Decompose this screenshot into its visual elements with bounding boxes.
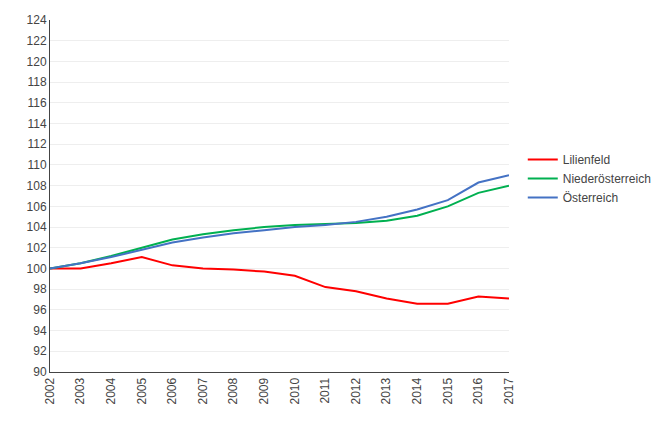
svg-text:2005: 2005 xyxy=(135,377,149,404)
svg-text:104: 104 xyxy=(27,220,47,234)
svg-text:94: 94 xyxy=(33,324,47,338)
svg-text:90: 90 xyxy=(33,365,47,379)
svg-text:106: 106 xyxy=(27,200,47,214)
svg-text:2006: 2006 xyxy=(165,377,179,404)
svg-text:108: 108 xyxy=(27,179,47,193)
svg-text:Österreich: Österreich xyxy=(563,191,618,205)
svg-text:92: 92 xyxy=(33,344,47,358)
svg-text:2007: 2007 xyxy=(196,377,210,404)
svg-text:102: 102 xyxy=(27,241,47,255)
svg-text:116: 116 xyxy=(27,96,46,110)
svg-text:2010: 2010 xyxy=(288,377,302,404)
svg-text:2003: 2003 xyxy=(74,377,88,404)
svg-text:112: 112 xyxy=(27,137,46,151)
svg-text:2009: 2009 xyxy=(257,377,271,404)
svg-text:124: 124 xyxy=(27,13,47,27)
svg-text:Niederösterreich: Niederösterreich xyxy=(563,172,651,186)
svg-text:2004: 2004 xyxy=(104,377,118,404)
svg-text:120: 120 xyxy=(27,55,47,69)
svg-text:100: 100 xyxy=(27,262,47,276)
svg-text:122: 122 xyxy=(27,34,47,48)
svg-text:96: 96 xyxy=(33,303,47,317)
svg-text:114: 114 xyxy=(27,117,46,131)
svg-text:2014: 2014 xyxy=(410,377,424,404)
svg-text:Lilienfeld: Lilienfeld xyxy=(563,153,610,167)
svg-text:118: 118 xyxy=(27,75,46,89)
svg-text:98: 98 xyxy=(33,282,47,296)
svg-text:2016: 2016 xyxy=(471,377,485,404)
svg-text:2012: 2012 xyxy=(349,377,363,404)
svg-text:110: 110 xyxy=(27,158,46,172)
svg-text:2017: 2017 xyxy=(502,377,516,404)
svg-text:2002: 2002 xyxy=(43,377,57,404)
svg-text:2013: 2013 xyxy=(380,377,394,404)
svg-text:2011: 2011 xyxy=(318,377,332,403)
svg-text:2008: 2008 xyxy=(227,377,241,404)
svg-text:2015: 2015 xyxy=(441,377,455,404)
